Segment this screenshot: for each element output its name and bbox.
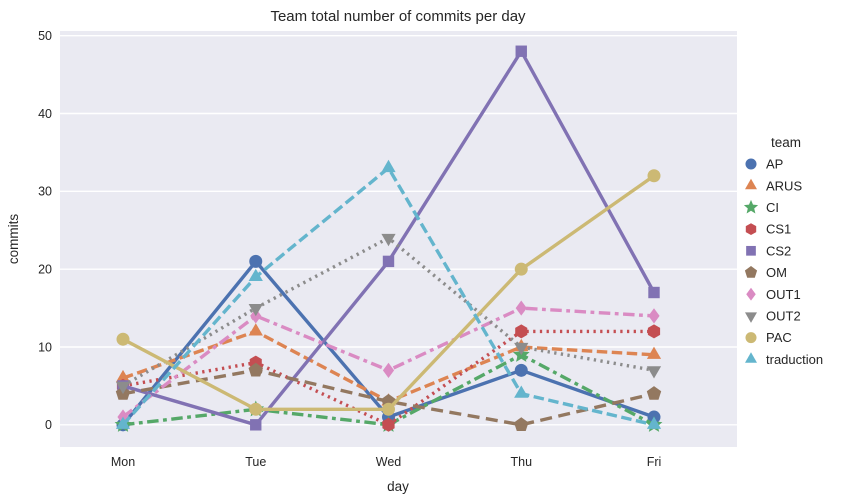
marker-PAC-Mon: [116, 332, 130, 346]
marker-PAC-Thu: [514, 262, 528, 276]
legend-marker-OM: [744, 266, 758, 278]
marker-OUT2-Tue: [248, 304, 263, 317]
legend-marker-CI: [743, 199, 759, 214]
marker-CS1-Fri: [647, 324, 661, 339]
marker-PAC-Tue: [249, 402, 263, 416]
marker-OUT2-Mon: [115, 381, 131, 395]
y-tick-label-0: 0: [45, 418, 52, 432]
marker-OM-Tue: [248, 362, 263, 377]
gridlines: [60, 35, 737, 426]
marker-CS1-Wed: [382, 417, 395, 432]
legend-marker-CS1: [745, 223, 757, 235]
legend-label-AP: AP: [766, 157, 783, 172]
series-layer: [114, 45, 663, 432]
marker-AP-Thu: [514, 363, 528, 377]
legend-label-ARUS: ARUS: [766, 178, 802, 193]
y-tick-label-10: 10: [38, 340, 52, 354]
marker-OUT1-Thu: [515, 300, 527, 316]
marker-OUT1-Fri: [648, 308, 660, 324]
y-axis-label: commits: [6, 214, 21, 264]
marker-ARUS-Fri: [646, 346, 662, 359]
x-tick-labels: Mon Tue Wed Thu Fri: [111, 455, 661, 469]
legend-label-OM: OM: [766, 265, 787, 280]
y-tick-label-30: 30: [38, 185, 52, 199]
legend-marker-AP: [745, 158, 757, 170]
marker-traduction-Fri: [646, 416, 662, 429]
marker-ARUS-Tue: [248, 323, 263, 336]
marker-CS2-Thu: [515, 45, 527, 57]
legend-marker-OUT1: [746, 287, 756, 301]
marker-traduction-Tue: [248, 268, 263, 281]
x-axis-label: day: [387, 479, 409, 494]
marker-OUT2-Wed: [381, 233, 396, 247]
legend-item-AP: AP: [745, 157, 783, 172]
legend-label-OUT2: OUT2: [766, 308, 801, 323]
x-tick-label-Wed: Wed: [376, 455, 402, 469]
legend-item-CI: CI: [743, 199, 779, 215]
marker-CS2-Wed: [382, 255, 395, 268]
series-PAC: [116, 169, 661, 416]
series-line-OM: [122, 368, 655, 427]
y-tick-label-40: 40: [38, 107, 52, 121]
legend-marker-PAC: [745, 332, 757, 344]
legend-item-OM: OM: [744, 265, 787, 280]
x-tick-label-Thu: Thu: [511, 455, 533, 469]
marker-CS2-Tue: [250, 419, 262, 431]
marker-AP-Tue: [249, 254, 263, 268]
marker-PAC-Wed: [382, 402, 395, 416]
x-tick-label-Tue: Tue: [245, 455, 266, 469]
legend: team AP ARUS CI CS1 CS2 OM OUT1 OUT2 PAC traducti…: [743, 135, 823, 367]
x-tick-label-Mon: Mon: [111, 455, 135, 469]
marker-OUT2-Thu: [514, 342, 529, 356]
legend-label-CI: CI: [766, 200, 779, 215]
legend-item-ARUS: ARUS: [745, 178, 802, 193]
series-line-OUT2: [122, 236, 655, 388]
legend-item-CS2: CS2: [746, 243, 791, 258]
legend-marker-ARUS: [745, 178, 757, 190]
marker-OM-Fri: [646, 386, 662, 400]
legend-marker-CS2: [746, 245, 756, 256]
legend-item-OUT2: OUT2: [745, 308, 801, 323]
legend-item-PAC: PAC: [745, 330, 792, 345]
legend-item-CS1: CS1: [745, 222, 791, 237]
legend-items: AP ARUS CI CS1 CS2 OM OUT1 OUT2 PAC traduction: [743, 157, 823, 367]
legend-label-CS2: CS2: [766, 243, 791, 258]
y-tick-label-20: 20: [38, 263, 52, 277]
marker-OUT2-Fri: [646, 366, 662, 379]
legend-label-OUT1: OUT1: [766, 287, 801, 302]
y-tick-labels: 0 10 20 30 40 50: [38, 29, 52, 432]
series-OUT2: [115, 233, 662, 395]
marker-CS2-Fri: [648, 286, 660, 299]
marker-OM-Thu: [514, 417, 529, 431]
x-tick-label-Fri: Fri: [647, 455, 662, 469]
legend-title: team: [771, 135, 801, 150]
plot-area: [60, 31, 737, 447]
marker-traduction-Mon: [115, 416, 131, 429]
marker-CS1-Thu: [515, 324, 528, 339]
legend-item-traduction: traduction: [745, 352, 823, 367]
series-traduction: [115, 159, 662, 429]
legend-label-PAC: PAC: [766, 330, 792, 345]
legend-label-traduction: traduction: [766, 352, 823, 367]
marker-PAC-Fri: [647, 169, 661, 183]
y-tick-label-50: 50: [38, 29, 52, 43]
legend-marker-OUT2: [745, 312, 757, 323]
legend-marker-traduction: [745, 352, 757, 363]
marker-ARUS-Mon: [115, 369, 131, 383]
marker-traduction-Wed: [381, 159, 396, 173]
chart-title: Team total number of commits per day: [270, 8, 526, 25]
legend-item-OUT1: OUT1: [746, 287, 801, 302]
marker-traduction-Thu: [514, 385, 529, 398]
legend-label-CS1: CS1: [766, 222, 791, 237]
marker-OUT1-Wed: [382, 362, 395, 378]
